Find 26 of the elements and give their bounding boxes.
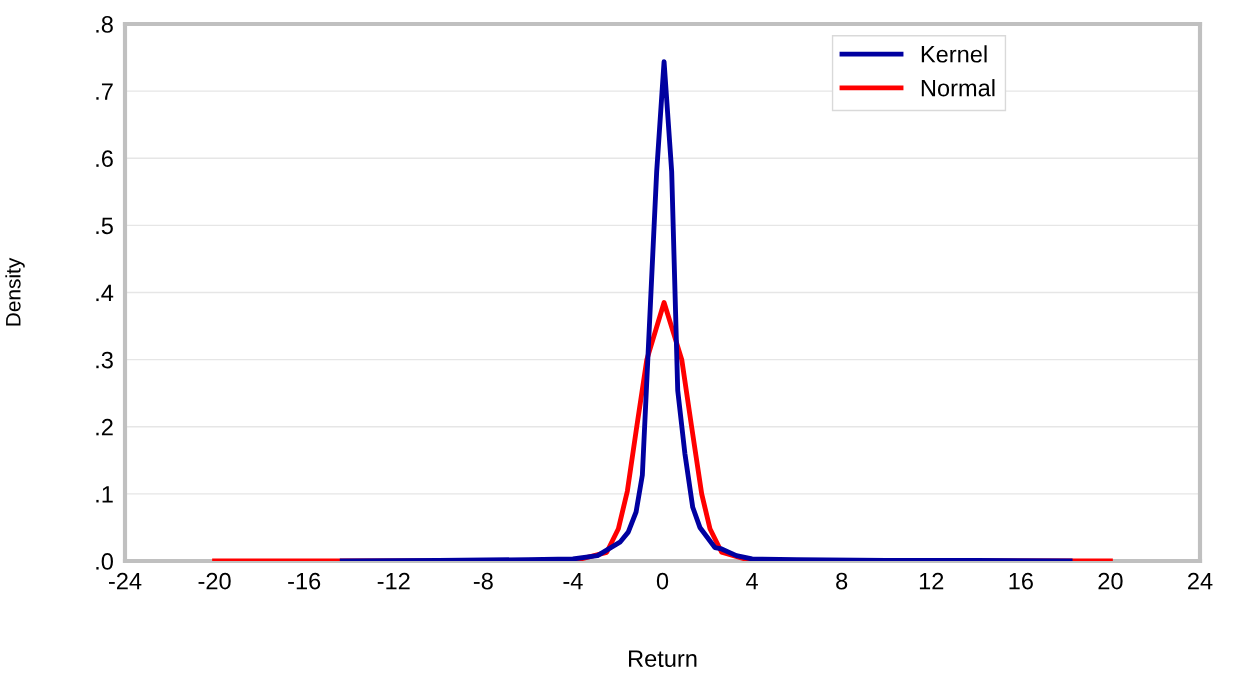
x-tick-label: 4 xyxy=(746,572,758,590)
x-tick-label: 24 xyxy=(1188,572,1213,590)
x-tick-label: 12 xyxy=(919,572,944,590)
x-tick-label: -12 xyxy=(377,572,410,590)
x-tick-label: -24 xyxy=(108,572,142,590)
x-axis-title: Return xyxy=(629,650,697,668)
x-tick-label: -20 xyxy=(198,572,231,590)
x-tick-label: 16 xyxy=(1009,572,1033,590)
legend-label: Normal xyxy=(921,79,995,97)
y-tick-label: .7 xyxy=(96,83,113,100)
y-tick-label: .8 xyxy=(96,16,113,33)
legend-label: Kernel xyxy=(921,45,987,63)
y-tick-label: .4 xyxy=(96,284,114,302)
y-tick-label: .3 xyxy=(96,351,113,369)
x-tick-label: 20 xyxy=(1098,572,1123,590)
x-tick-label: -8 xyxy=(473,572,493,590)
y-tick-label: .5 xyxy=(96,217,113,235)
x-tick-label: -4 xyxy=(563,572,583,590)
y-tick-label: .2 xyxy=(96,418,113,436)
y-tick-label: .6 xyxy=(96,150,113,168)
x-tick-label: -16 xyxy=(288,572,321,590)
x-tick-label: 8 xyxy=(836,572,848,590)
x-tick-label: 0 xyxy=(656,572,669,590)
y-tick-label: .1 xyxy=(96,486,113,503)
y-tick-label: .0 xyxy=(96,553,113,570)
y-axis-title: Density xyxy=(5,257,25,326)
